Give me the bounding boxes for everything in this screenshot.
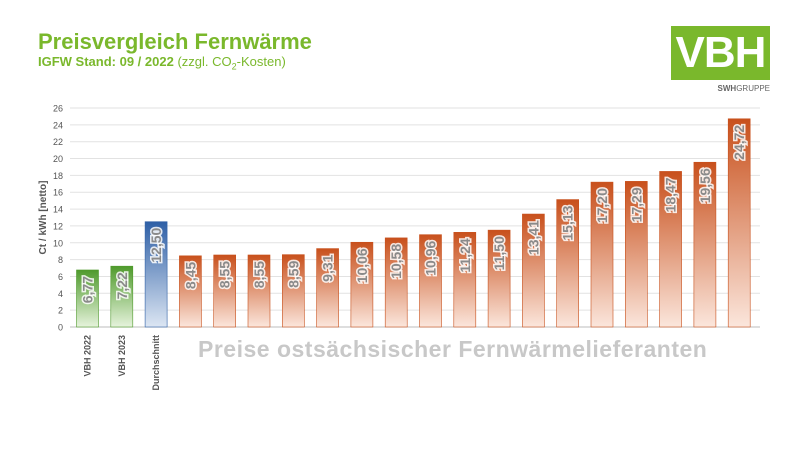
category-labels: VBH 2022 VBH 2023 Durchschnitt [83, 335, 162, 391]
bar [624, 181, 648, 328]
grid-lines [70, 107, 760, 328]
category-label: VBH 2023 [117, 335, 127, 377]
bar-value-label: 6,77 [80, 276, 96, 303]
value-labels: 6,77 7,22 12,50 8,45 8,55 8,55 8,59 9,31 10,06 10… [78, 123, 749, 305]
y-tick-label: 8 [58, 255, 63, 265]
y-tick-label: 22 [53, 137, 63, 147]
bar [144, 221, 168, 328]
page-subtitle: IGFW Stand: 09 / 2022 (zzgl. CO2-Kosten) [38, 54, 286, 72]
bar [247, 254, 271, 328]
bar-value-label: 11,50 [491, 236, 507, 270]
bar-value-label: 8,55 [251, 261, 267, 288]
bar [590, 181, 614, 328]
subtitle-stand: IGFW Stand: 09 / 2022 [38, 54, 174, 69]
bar [522, 213, 545, 328]
bar-value-label: 8,55 [217, 261, 233, 288]
bar-value-label: 17,20 [594, 188, 610, 223]
bar [693, 161, 717, 328]
vbh-logo: VBH [671, 26, 770, 80]
y-tick-label: 2 [58, 306, 63, 316]
bar [419, 234, 442, 328]
bar [659, 171, 682, 328]
bar [316, 248, 339, 328]
bar [350, 241, 374, 328]
bar-value-label: 18,47 [663, 177, 679, 212]
bar-value-label: 7,22 [114, 272, 130, 299]
y-tick-label: 26 [53, 104, 63, 114]
bar [179, 255, 202, 328]
y-axis-label: Ct / kWh [netto] [38, 181, 49, 255]
y-tick-label: 0 [58, 323, 63, 333]
swh-gruppe-logo-text: SWHGRUPPE [717, 84, 770, 93]
bar-value-label: 17,29 [628, 187, 644, 222]
bar-value-label: 11,24 [457, 238, 473, 272]
category-label: VBH 2022 [83, 335, 93, 377]
bar [384, 237, 408, 328]
bar-value-label: 10,58 [388, 244, 404, 279]
y-tick-label: 10 [53, 238, 63, 248]
page-title: Preisvergleich Fernwärme [38, 29, 312, 54]
y-tick-label: 12 [53, 221, 63, 231]
chart-watermark-text: Preise ostsächsischer Fernwärmelieferant… [198, 336, 708, 362]
bar-value-label: 12,50 [148, 228, 164, 263]
bar-value-label: 15,13 [560, 205, 576, 240]
subtitle-note: (zzgl. CO2-Kosten) [177, 54, 286, 72]
bar [487, 229, 511, 328]
y-tick-label: 20 [53, 154, 63, 164]
bar-value-label: 8,45 [182, 262, 198, 289]
y-tick-label: 14 [53, 205, 63, 215]
bar [213, 254, 236, 328]
bar [281, 254, 305, 328]
category-label: Durchschnitt [151, 335, 161, 391]
bar-value-label: 19,56 [697, 168, 713, 203]
bar-value-label: 8,59 [285, 260, 301, 287]
y-tick-label: 6 [58, 272, 63, 282]
bar [727, 118, 751, 328]
bar-value-label: 13,41 [525, 220, 541, 255]
bars [76, 118, 751, 328]
bar-value-label: 24,72 [731, 125, 747, 160]
y-tick-label: 24 [53, 120, 63, 130]
bar [453, 232, 477, 328]
bar-value-label: 10,06 [354, 248, 370, 283]
bar-value-label: 9,31 [320, 254, 336, 281]
y-tick-label: 18 [53, 171, 63, 181]
bar [556, 199, 580, 328]
y-tick-label: 4 [58, 289, 63, 299]
bar [76, 269, 99, 328]
y-tick-label: 16 [53, 188, 63, 198]
bar [110, 265, 134, 328]
bar-value-label: 10,96 [423, 240, 439, 275]
